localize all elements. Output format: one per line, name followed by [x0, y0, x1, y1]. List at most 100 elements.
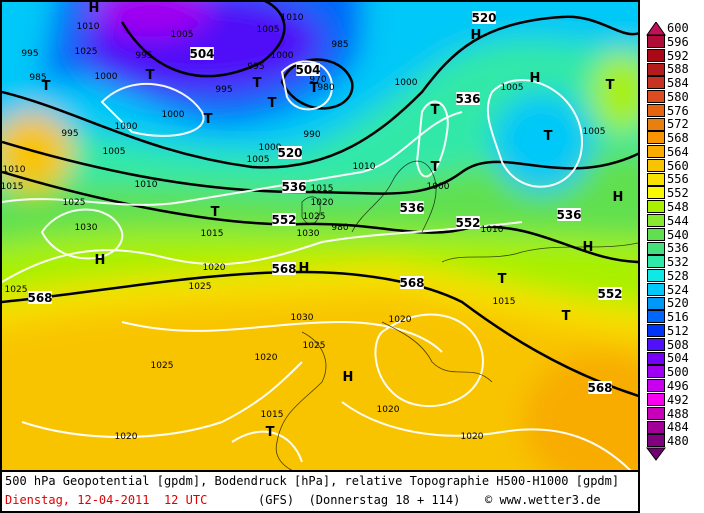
legend-label: 596	[667, 34, 689, 49]
isobar-label: 1005	[501, 83, 524, 93]
isobar-label: 1005	[247, 155, 270, 165]
geopotential-label: 552	[455, 216, 480, 230]
high-pressure-marker: H	[583, 240, 594, 255]
high-pressure-marker: H	[471, 28, 482, 43]
legend-swatch	[647, 48, 665, 62]
legend-label: 552	[667, 186, 689, 201]
isobar-label: 995	[135, 51, 152, 61]
isobar-label: 1010	[3, 165, 26, 175]
legend-swatch	[647, 324, 665, 338]
isobar-label: 1015	[201, 229, 224, 239]
isobar-label: 1030	[291, 313, 314, 323]
isobar-label: 1015	[2, 182, 23, 192]
low-pressure-marker: T	[562, 309, 571, 324]
geopotential-label-bg	[28, 291, 52, 304]
legend-swatch	[647, 393, 665, 407]
isobar-label: 1010	[281, 13, 304, 23]
legend-swatch	[647, 255, 665, 269]
legend-label: 492	[667, 392, 689, 407]
legend-swatch	[647, 62, 665, 76]
isobar-label: 980	[317, 83, 334, 93]
isobar-label: 1030	[75, 223, 98, 233]
isobar-label: 970	[309, 75, 326, 85]
low-pressure-marker: T	[606, 78, 615, 93]
chart-caption: 500 hPa Geopotential [gpdm], Bodendruck …	[0, 472, 640, 513]
geopotential-label-bg	[400, 201, 424, 214]
legend-swatch	[647, 35, 665, 48]
caption-title: 500 hPa Geopotential [gpdm], Bodendruck …	[5, 474, 620, 488]
low-pressure-marker: T	[431, 103, 440, 118]
geopotential-label-bg	[557, 208, 581, 221]
legend-swatch	[647, 351, 665, 365]
isobar-label: 990	[303, 130, 320, 140]
isobar-label: 1020	[461, 432, 484, 442]
legend-swatch	[647, 214, 665, 227]
isobar-label: 1020	[115, 432, 138, 442]
isobar-label: 1010	[481, 225, 504, 235]
legend-label: 480	[667, 434, 689, 449]
legend-label: 504	[667, 351, 689, 366]
isobar-label: 1025	[303, 341, 326, 351]
legend-label: 564	[667, 144, 689, 159]
legend-swatch	[647, 420, 665, 434]
legend-top-arrow	[646, 22, 666, 36]
geopotential-label: 536	[281, 180, 306, 194]
isobar-label: 1015	[311, 184, 334, 194]
low-pressure-marker: T	[42, 79, 51, 94]
legend-swatch	[647, 76, 665, 90]
isobar-label: 1010	[77, 22, 100, 32]
isobar-label: 1025	[303, 212, 326, 222]
high-pressure-marker: H	[613, 190, 624, 205]
legend-label: 516	[667, 310, 689, 325]
isobar-label: 1005	[257, 25, 280, 35]
geopotential-contours	[2, 2, 638, 397]
geopotential-label: 568	[27, 291, 52, 305]
low-pressure-marker: T	[266, 425, 275, 440]
isobar-label: 1000	[395, 78, 418, 88]
isobar-label: 1000	[427, 182, 450, 192]
legend-label: 528	[667, 268, 689, 283]
low-pressure-marker: T	[204, 112, 213, 127]
isobar-label: 985	[29, 73, 46, 83]
low-pressure-marker: T	[268, 96, 277, 111]
isobar-label: 995	[21, 49, 38, 59]
isobar-label: 1020	[203, 263, 226, 273]
isobar-label: 1005	[103, 147, 126, 157]
legend-label: 568	[667, 131, 689, 146]
low-pressure-marker: T	[310, 81, 319, 96]
geopotential-label: 536	[455, 92, 480, 106]
geopotential-label-bg	[272, 262, 296, 275]
high-pressure-marker: H	[530, 71, 541, 86]
isobar-label: 1030	[297, 229, 320, 239]
legend-swatch	[647, 406, 665, 420]
legend-label: 584	[667, 76, 689, 91]
legend-swatch	[647, 310, 665, 324]
legend-swatch	[647, 90, 665, 104]
isobar-label: 1005	[583, 127, 606, 137]
isobar-label: 1015	[261, 410, 284, 420]
legend-label: 588	[667, 62, 689, 77]
geopotential-label: 552	[597, 287, 622, 301]
legend-arrows	[646, 22, 666, 461]
legend-swatch	[647, 172, 665, 186]
low-pressure-marker: T	[211, 205, 220, 220]
isobar-label: 1025	[63, 198, 86, 208]
geopotential-label-bg	[588, 381, 612, 394]
isobar-label: 1000	[115, 122, 138, 132]
low-pressure-marker: T	[431, 160, 440, 175]
legend-label: 560	[667, 158, 689, 173]
isobar-label: 985	[331, 40, 348, 50]
legend-swatch	[647, 145, 665, 159]
geopotential-label: 520	[277, 146, 302, 160]
isobars	[2, 60, 632, 470]
legend-label: 524	[667, 282, 689, 297]
legend-label: 556	[667, 172, 689, 187]
isobar-label: 1015	[493, 297, 516, 307]
geopotential-label: 568	[399, 276, 424, 290]
legend-label: 532	[667, 255, 689, 270]
geopotential-label: 568	[587, 381, 612, 395]
legend-swatch	[647, 282, 665, 296]
legend-swatch	[647, 158, 665, 172]
